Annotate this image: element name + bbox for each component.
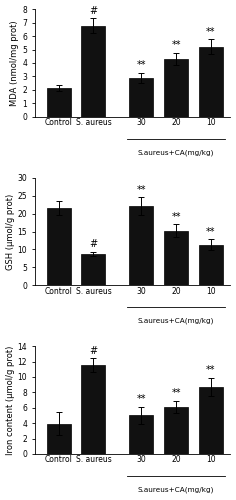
Bar [47, 208, 71, 286]
Text: **: ** [171, 40, 181, 50]
Bar [199, 47, 223, 117]
Text: **: ** [206, 365, 216, 375]
Text: S.aureus+CA(mg/kg): S.aureus+CA(mg/kg) [138, 150, 214, 156]
Bar [129, 78, 153, 117]
Text: **: ** [137, 394, 146, 404]
Y-axis label: Iron content (μmol/g prot): Iron content (μmol/g prot) [6, 346, 15, 455]
Bar [47, 88, 71, 117]
Text: #: # [89, 240, 97, 250]
Text: S.aureus+CA(mg/kg): S.aureus+CA(mg/kg) [138, 486, 214, 493]
Text: #: # [89, 6, 97, 16]
Bar [164, 407, 188, 454]
Bar [129, 416, 153, 454]
Text: #: # [89, 346, 97, 356]
Bar [164, 59, 188, 117]
Bar [199, 387, 223, 454]
Bar [129, 206, 153, 286]
Bar [81, 366, 105, 454]
Bar [199, 245, 223, 286]
Bar [164, 231, 188, 285]
Text: **: ** [171, 388, 181, 398]
Text: **: ** [206, 226, 216, 236]
Text: **: ** [171, 212, 181, 222]
Y-axis label: MDA (nmol/mg prot): MDA (nmol/mg prot) [10, 20, 19, 106]
Text: **: ** [206, 26, 216, 36]
Y-axis label: GSH (μmol/g prot): GSH (μmol/g prot) [6, 194, 15, 270]
Bar [81, 254, 105, 286]
Text: S.aureus+CA(mg/kg): S.aureus+CA(mg/kg) [138, 318, 214, 324]
Bar [47, 424, 71, 454]
Bar [81, 26, 105, 117]
Text: **: ** [137, 60, 146, 70]
Text: **: ** [137, 184, 146, 194]
